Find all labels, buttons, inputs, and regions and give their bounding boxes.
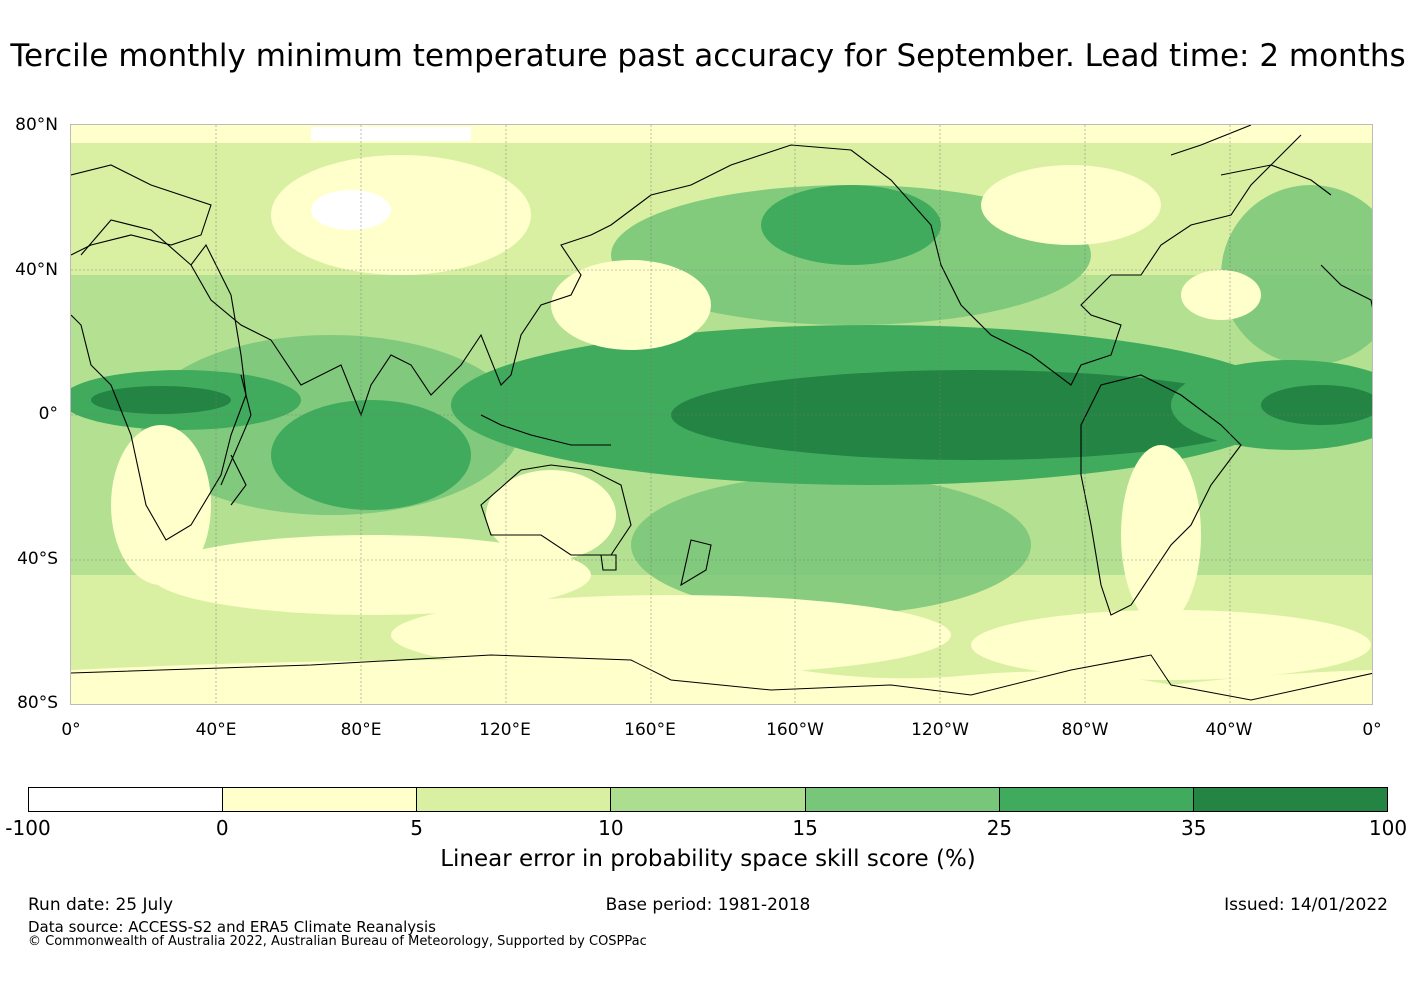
run-date: Run date: 25 July [28, 895, 174, 915]
skill-score-map [70, 124, 1373, 705]
colorbar-tick-label: 100 [1368, 816, 1408, 840]
lon-label-80e: 80°E [340, 720, 382, 740]
colorbar-segment [1193, 788, 1387, 811]
lon-label-160w: 160°W [766, 720, 824, 740]
colorbar-tick-label: 35 [1180, 816, 1207, 840]
issued-date: Issued: 14/01/2022 [1224, 895, 1388, 915]
colorbar-tick-label: 25 [986, 816, 1013, 840]
colorbar-tick-label: 5 [410, 816, 423, 840]
colorbar [28, 787, 1388, 812]
lon-label-120w: 120°W [911, 720, 969, 740]
colorbar-segment [611, 788, 806, 811]
colorbar-segment [417, 788, 612, 811]
lat-label-80s: 80°S [17, 693, 58, 713]
colorbar-label: Linear error in probability space skill … [440, 846, 976, 872]
colorbar-segment [223, 788, 418, 811]
colorbar-tick-label: 15 [792, 816, 818, 840]
lon-label-0-left: 0° [61, 720, 81, 740]
lon-label-160e: 160°E [624, 720, 676, 740]
colorbar-segment [29, 788, 224, 811]
colorbar-tick-label: -100 [5, 816, 51, 840]
lat-label-40s: 40°S [17, 549, 58, 569]
lon-label-40w: 40°W [1205, 720, 1253, 740]
lat-label-80n: 80°N [15, 115, 58, 135]
lat-label-40n: 40°N [15, 260, 58, 280]
lon-label-0-right: 0° [1362, 720, 1382, 740]
map-title: Tercile monthly minimum temperature past… [10, 38, 1406, 74]
map-canvas [71, 125, 1372, 704]
lon-label-120e: 120°E [479, 720, 531, 740]
lon-label-80w: 80°W [1061, 720, 1109, 740]
colorbar-segment [805, 788, 1000, 811]
base-period: Base period: 1981-2018 [605, 895, 811, 915]
data-source: Data source: ACCESS-S2 and ERA5 Climate … [28, 918, 436, 936]
colorbar-tick-label: 0 [215, 816, 229, 840]
colorbar-tick-label: 10 [598, 816, 624, 840]
colorbar-segment [999, 788, 1194, 811]
lat-label-equator: 0° [38, 404, 58, 424]
lon-label-40e: 40°E [195, 720, 237, 740]
copyright: © Commonwealth of Australia 2022, Austra… [28, 934, 647, 949]
